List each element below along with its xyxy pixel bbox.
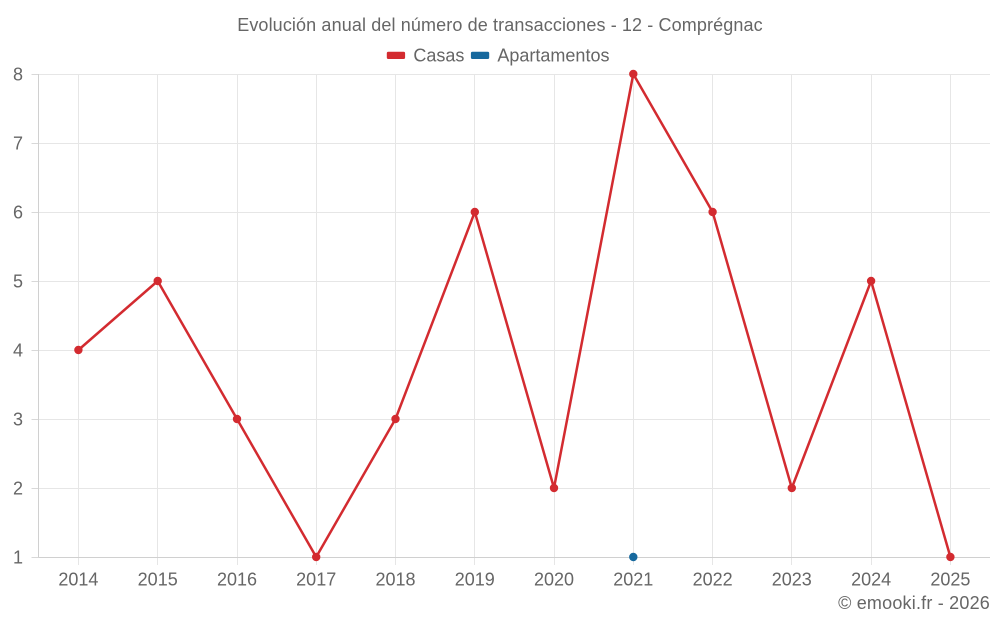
svg-text:7: 7 xyxy=(13,134,23,154)
svg-text:Evolución anual del número de: Evolución anual del número de transaccio… xyxy=(237,15,763,35)
svg-text:8: 8 xyxy=(13,65,23,85)
svg-text:2014: 2014 xyxy=(58,570,98,590)
svg-text:2020: 2020 xyxy=(534,570,574,590)
svg-text:2025: 2025 xyxy=(930,570,970,590)
svg-text:© emooki.fr - 2026: © emooki.fr - 2026 xyxy=(838,593,990,613)
svg-text:2024: 2024 xyxy=(851,570,891,590)
svg-text:4: 4 xyxy=(13,341,23,361)
svg-text:3: 3 xyxy=(13,410,23,430)
svg-text:Apartamentos: Apartamentos xyxy=(497,46,609,66)
svg-text:2021: 2021 xyxy=(613,570,653,590)
svg-text:2015: 2015 xyxy=(138,570,178,590)
svg-text:2016: 2016 xyxy=(217,570,257,590)
svg-text:2022: 2022 xyxy=(693,570,733,590)
svg-text:5: 5 xyxy=(13,272,23,292)
svg-text:2019: 2019 xyxy=(455,570,495,590)
svg-text:2023: 2023 xyxy=(772,570,812,590)
svg-text:2: 2 xyxy=(13,479,23,499)
svg-text:2017: 2017 xyxy=(296,570,336,590)
svg-text:6: 6 xyxy=(13,203,23,223)
svg-text:2018: 2018 xyxy=(375,570,415,590)
svg-text:Casas: Casas xyxy=(413,46,464,66)
svg-text:1: 1 xyxy=(13,548,23,568)
